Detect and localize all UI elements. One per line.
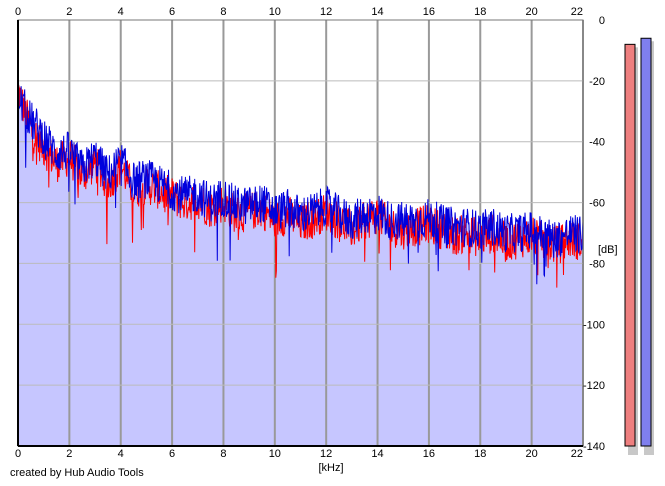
series-line-blue xyxy=(17,80,584,285)
y-tick-label: -100 xyxy=(583,319,605,331)
y-tick-label: -20 xyxy=(589,76,605,88)
x-tick-label-bottom: 2 xyxy=(66,448,72,460)
series-lines xyxy=(17,80,584,288)
x-tick-label-bottom: 18 xyxy=(474,448,486,460)
x-tick-label-bottom: 16 xyxy=(423,448,435,460)
y-tick-label: -60 xyxy=(589,198,605,210)
x-tick-label-top: 6 xyxy=(169,6,175,18)
x-tick-label-top: 14 xyxy=(371,6,383,18)
x-tick-label-top: 4 xyxy=(118,6,124,18)
x-tick-label-top: 0 xyxy=(15,6,21,18)
series-line-red xyxy=(17,83,584,288)
level-meters xyxy=(624,37,654,455)
level-meter-left xyxy=(624,43,636,447)
x-tick-label-bottom: 12 xyxy=(320,448,332,460)
tick-labels: 002244668810101212141416161818202022220-… xyxy=(15,6,605,460)
x-tick-label-bottom: 8 xyxy=(220,448,226,460)
level-meter-right xyxy=(640,37,652,447)
x-tick-label-top: 12 xyxy=(320,6,332,18)
x-tick-label-top: 8 xyxy=(220,6,226,18)
y-tick-label: -140 xyxy=(583,441,605,453)
x-tick-label-bottom: 22 xyxy=(571,448,583,460)
y-tick-label: -40 xyxy=(589,137,605,149)
x-tick-label-top: 16 xyxy=(423,6,435,18)
x-tick-label-bottom: 10 xyxy=(269,448,281,460)
x-tick-label-bottom: 4 xyxy=(118,448,124,460)
y-tick-label: -80 xyxy=(589,258,605,270)
y-tick-label: -120 xyxy=(583,380,605,392)
x-tick-label-bottom: 20 xyxy=(526,448,538,460)
y-tick-label: 0 xyxy=(599,15,605,27)
x-tick-label-bottom: 6 xyxy=(169,448,175,460)
x-tick-label-top: 10 xyxy=(269,6,281,18)
x-tick-label-top: 18 xyxy=(474,6,486,18)
x-axis-label: [kHz] xyxy=(318,462,343,474)
x-tick-label-top: 2 xyxy=(66,6,72,18)
x-tick-label-bottom: 0 xyxy=(15,448,21,460)
credit-text: created by Hub Audio Tools xyxy=(10,467,144,479)
axes xyxy=(17,19,584,447)
x-tick-label-top: 22 xyxy=(571,6,583,18)
y-axis-label: [dB] xyxy=(598,244,618,256)
x-tick-label-top: 20 xyxy=(526,6,538,18)
x-tick-label-bottom: 14 xyxy=(371,448,383,460)
